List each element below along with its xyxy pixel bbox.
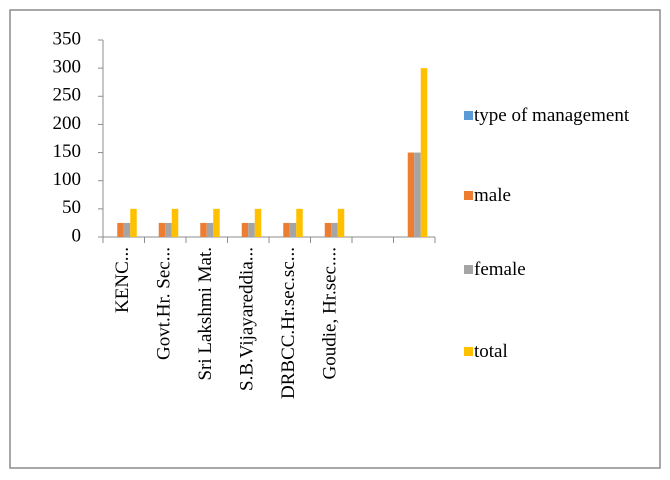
- bar: [158, 222, 166, 237]
- y-tick-label: 150: [53, 141, 82, 162]
- bar: [206, 222, 214, 237]
- legend-swatch: [464, 111, 473, 120]
- bar: [200, 222, 207, 237]
- bar: [241, 222, 249, 237]
- legend-label: type of management: [474, 105, 630, 126]
- legend-item: type of management: [464, 104, 664, 128]
- y-tick-label: 100: [53, 169, 82, 190]
- y-tick-label: 350: [53, 28, 82, 49]
- bar: [407, 152, 415, 237]
- legend-item: total: [464, 340, 664, 364]
- bar: [283, 222, 290, 237]
- legend-item: female: [464, 258, 664, 282]
- y-tick-label: 50: [62, 197, 81, 218]
- bar: [213, 208, 220, 237]
- x-tick-label: S.B.Vijayareddia...: [237, 247, 258, 391]
- bar: [123, 222, 131, 237]
- y-tick-label: 300: [53, 57, 82, 78]
- chart-border: [9, 9, 661, 469]
- legend-label: male: [474, 185, 511, 206]
- legend-item: male: [464, 184, 664, 208]
- bar: [289, 222, 297, 237]
- bar: [248, 222, 255, 237]
- bar: [130, 208, 137, 237]
- legend-label: female: [474, 259, 526, 280]
- bar: [254, 208, 262, 237]
- legend-swatch: [464, 347, 473, 356]
- bar: [165, 222, 172, 237]
- y-tick-label: 200: [53, 113, 82, 134]
- y-tick-label: 0: [72, 225, 82, 246]
- x-tick-label: Sri Lakshmi Mat.: [195, 247, 216, 381]
- bar: [414, 152, 421, 237]
- bar: [420, 68, 428, 238]
- bar: [337, 208, 345, 237]
- x-tick-label: KENC...: [112, 247, 133, 313]
- x-tick-label: Goudie, Hr.sec....: [320, 247, 341, 379]
- bar: [171, 208, 179, 237]
- legend-label: total: [474, 341, 508, 362]
- bar: [117, 222, 124, 237]
- bar: [331, 222, 338, 237]
- bar: [324, 222, 332, 237]
- legend-swatch: [464, 265, 473, 274]
- y-tick-label: 250: [53, 85, 82, 106]
- x-tick-label: Govt.Hr. Sec...: [154, 247, 175, 360]
- x-tick-label: DRBCC.Hr.sec.sc...: [278, 247, 299, 399]
- legend-swatch: [464, 191, 473, 200]
- bar: [296, 208, 303, 237]
